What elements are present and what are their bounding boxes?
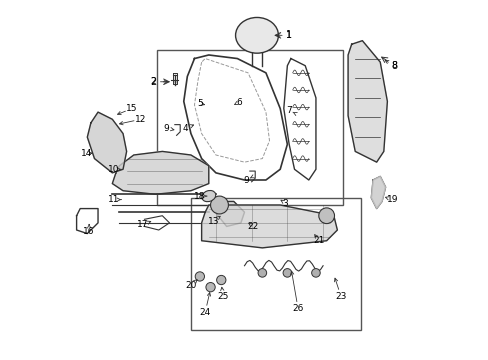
Ellipse shape [202,190,215,202]
Ellipse shape [235,18,278,53]
Text: 19: 19 [386,195,398,204]
Text: 8: 8 [391,61,397,71]
Text: 18: 18 [194,192,205,201]
Circle shape [283,269,291,277]
Text: 12: 12 [135,115,146,124]
Text: 10: 10 [108,165,120,174]
Polygon shape [347,41,386,162]
Text: 23: 23 [335,292,346,301]
Text: 16: 16 [83,227,95,236]
Text: 20: 20 [185,281,196,290]
Text: 1: 1 [285,30,292,40]
Circle shape [195,272,204,281]
Circle shape [258,269,266,277]
Text: 15: 15 [126,104,138,113]
Text: 9: 9 [243,176,249,185]
Bar [190,198,360,330]
Polygon shape [112,152,208,194]
Text: 22: 22 [247,222,259,231]
Text: 11: 11 [108,195,120,204]
Text: 5: 5 [197,99,203,108]
Text: 4: 4 [183,124,188,133]
Text: 2: 2 [150,77,156,86]
Text: 24: 24 [199,308,210,317]
Polygon shape [370,176,385,208]
Text: 1: 1 [285,31,291,40]
Circle shape [205,283,215,292]
Text: 2: 2 [150,77,156,87]
Text: 8: 8 [391,61,397,70]
Polygon shape [87,112,126,173]
Text: 14: 14 [81,149,92,158]
Bar [157,50,342,205]
Text: 21: 21 [313,236,325,245]
Circle shape [311,269,320,277]
Circle shape [210,196,228,214]
Circle shape [318,208,334,224]
Text: 26: 26 [292,304,303,313]
Text: 17: 17 [137,220,148,229]
Circle shape [216,275,225,285]
Text: 3: 3 [282,199,288,208]
Text: 7: 7 [285,106,291,115]
Text: 6: 6 [236,98,242,107]
Polygon shape [212,202,244,226]
Text: 25: 25 [217,292,228,301]
Text: 9: 9 [163,124,168,133]
Text: 13: 13 [208,217,220,226]
Polygon shape [201,205,337,248]
